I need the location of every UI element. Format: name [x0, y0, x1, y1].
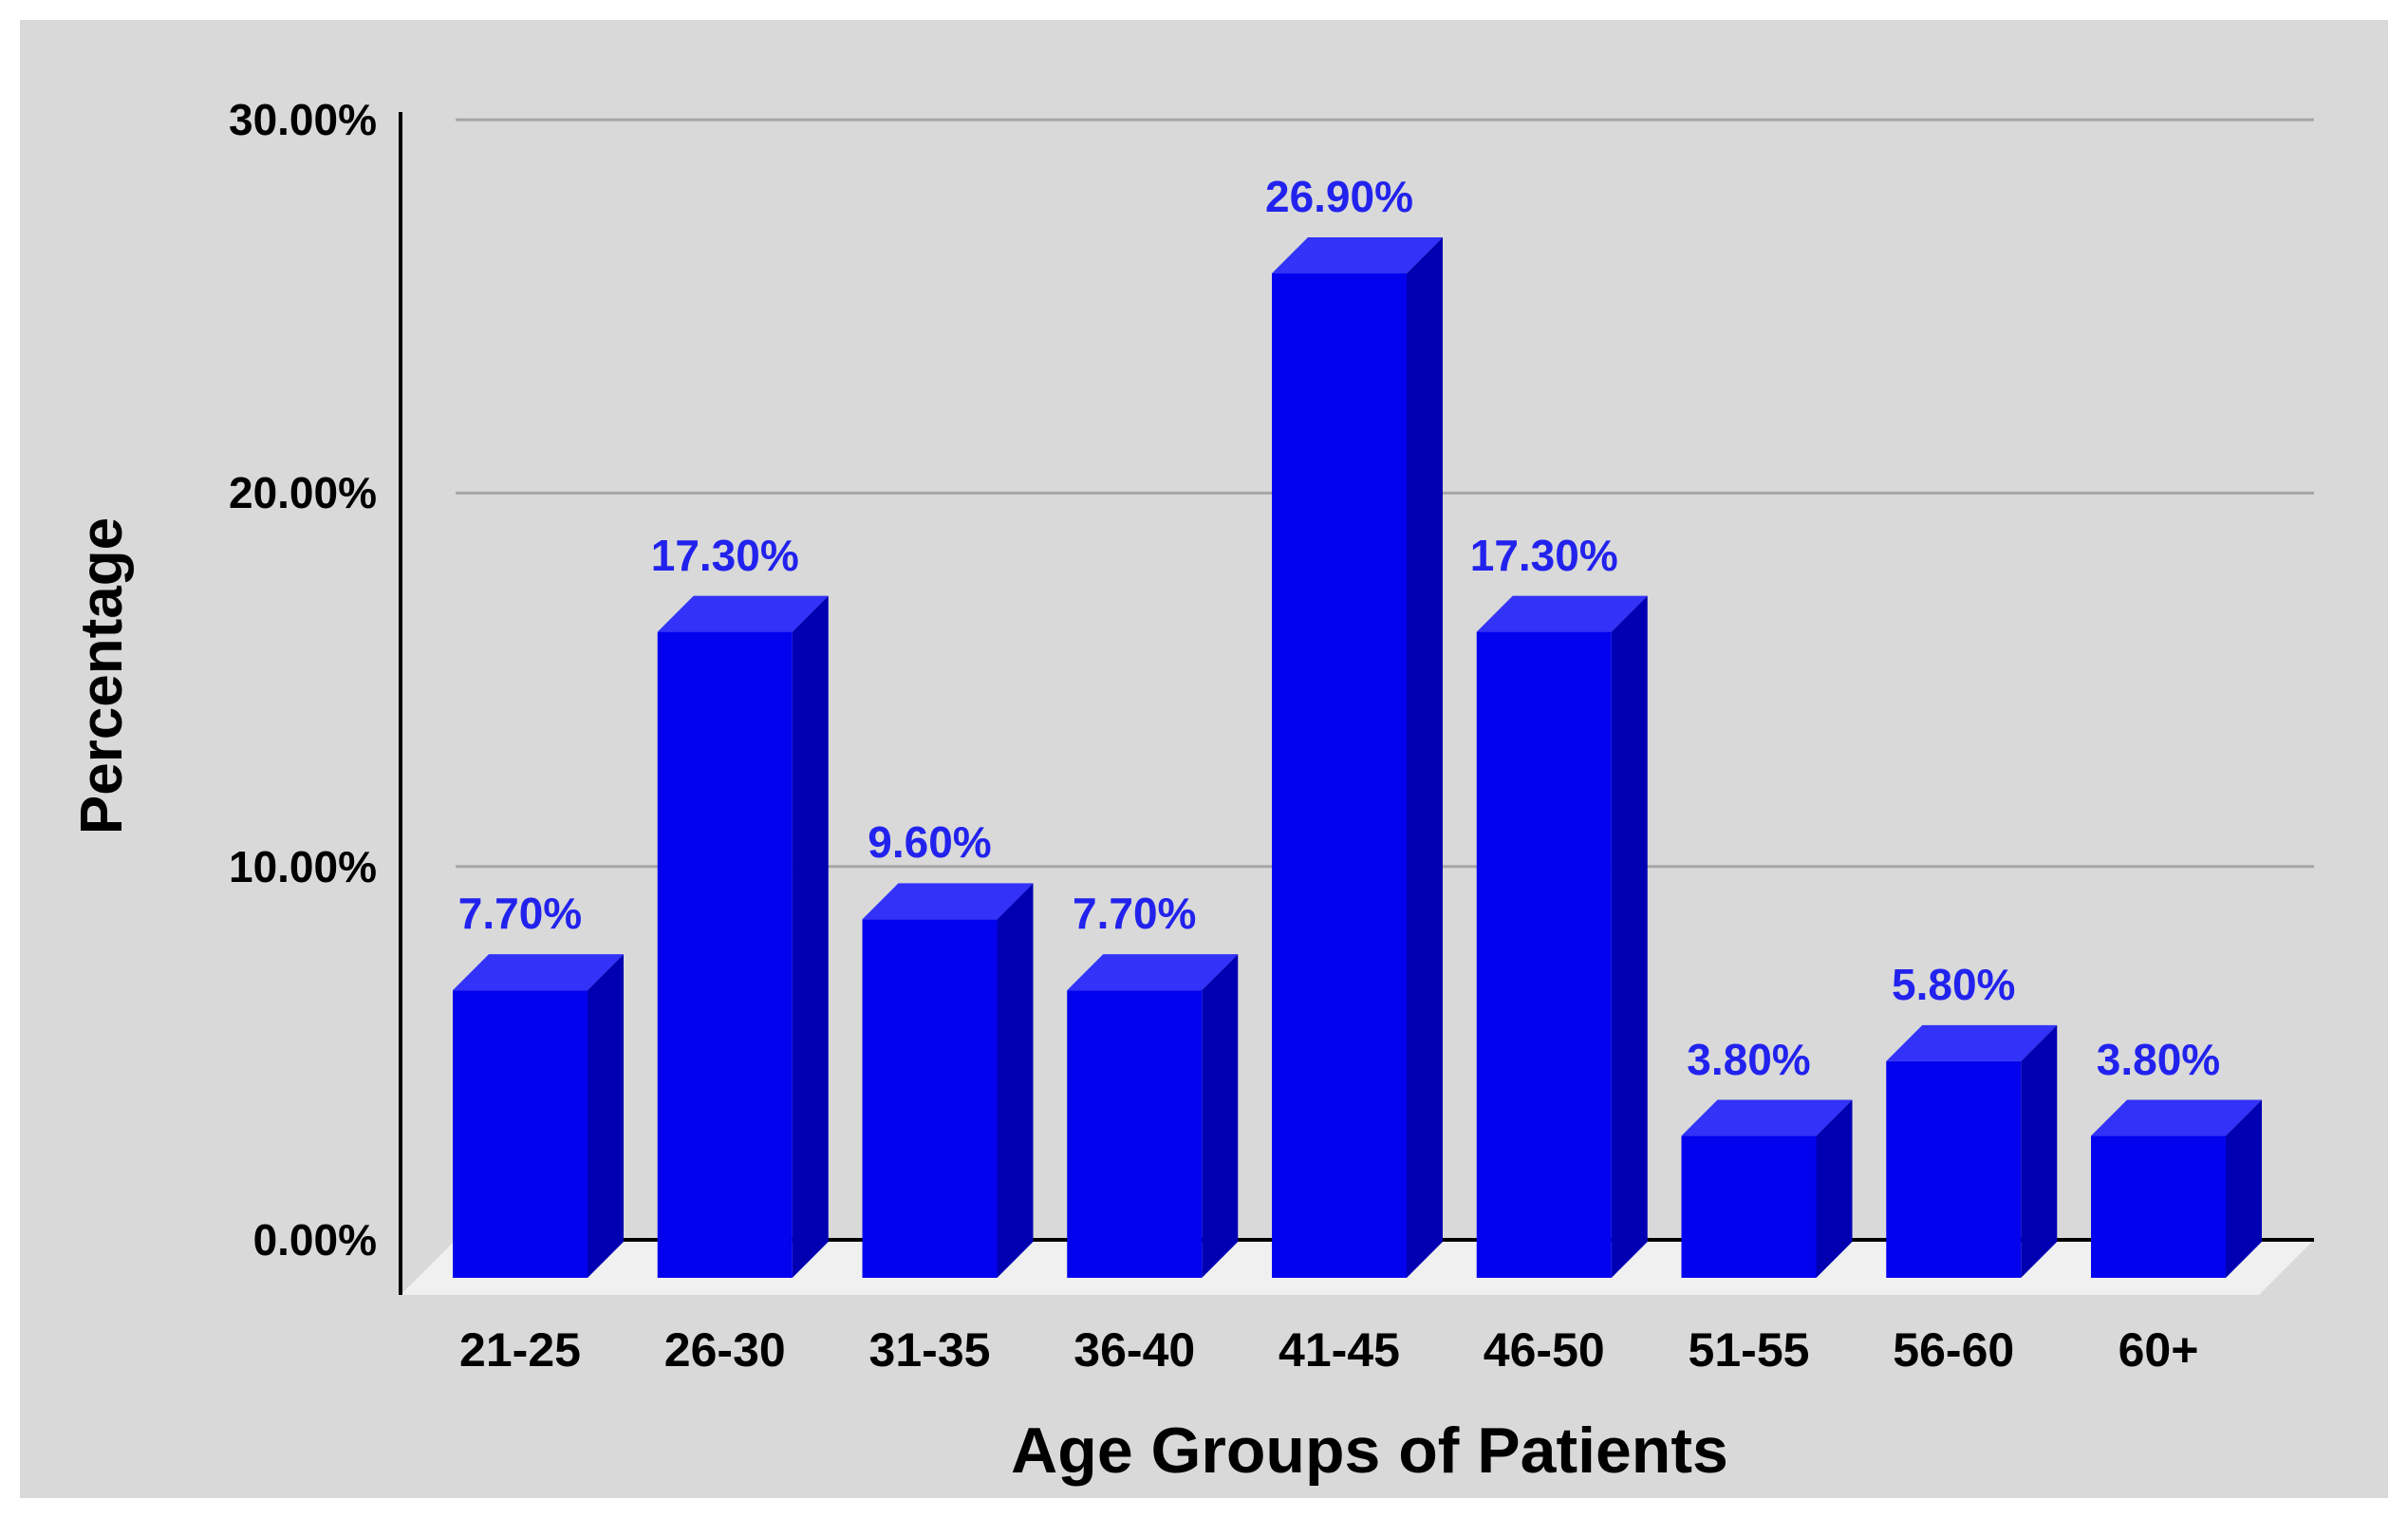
- bar-26-30: [657, 595, 829, 1278]
- bar-side-face: [2021, 1024, 2058, 1278]
- bar-side-face: [1202, 954, 1239, 1278]
- bar-side-face: [2226, 1099, 2262, 1278]
- bar-top-face: [1272, 237, 1443, 274]
- bar-60+: [2091, 1099, 2262, 1278]
- bar-41-45: [1272, 237, 1443, 1279]
- bar-51-55: [1681, 1099, 1853, 1278]
- bar-front-face: [1476, 631, 1612, 1278]
- bar-side-face: [1816, 1099, 1853, 1278]
- bar-top-face: [1067, 954, 1239, 991]
- bar-side-face: [997, 883, 1034, 1278]
- bar-top-face: [453, 954, 624, 991]
- bar-21-25: [453, 954, 624, 1278]
- bar-side-face: [588, 954, 624, 1278]
- bar-front-face: [1067, 990, 1203, 1278]
- bar-36-40: [1067, 954, 1239, 1278]
- bar-top-face: [1476, 595, 1648, 632]
- bar-46-50: [1476, 595, 1648, 1278]
- bar-front-face: [1681, 1135, 1817, 1278]
- bar-side-face: [1407, 237, 1443, 1279]
- bar-side-face: [1611, 595, 1648, 1278]
- bar-top-face: [2091, 1099, 2262, 1136]
- bar-top-face: [1886, 1024, 2058, 1061]
- bar-front-face: [1886, 1060, 2022, 1278]
- bar-56-60: [1886, 1024, 2058, 1278]
- bar-front-face: [1272, 273, 1407, 1279]
- bar-top-face: [1681, 1099, 1853, 1136]
- bar-31-35: [862, 883, 1034, 1278]
- bar-front-face: [862, 919, 998, 1278]
- bar-top-face: [657, 595, 829, 632]
- bar-top-face: [862, 883, 1034, 920]
- bar-side-face: [792, 595, 829, 1278]
- bar-front-face: [453, 990, 588, 1278]
- bar-front-face: [657, 631, 793, 1278]
- bar-front-face: [2091, 1135, 2226, 1278]
